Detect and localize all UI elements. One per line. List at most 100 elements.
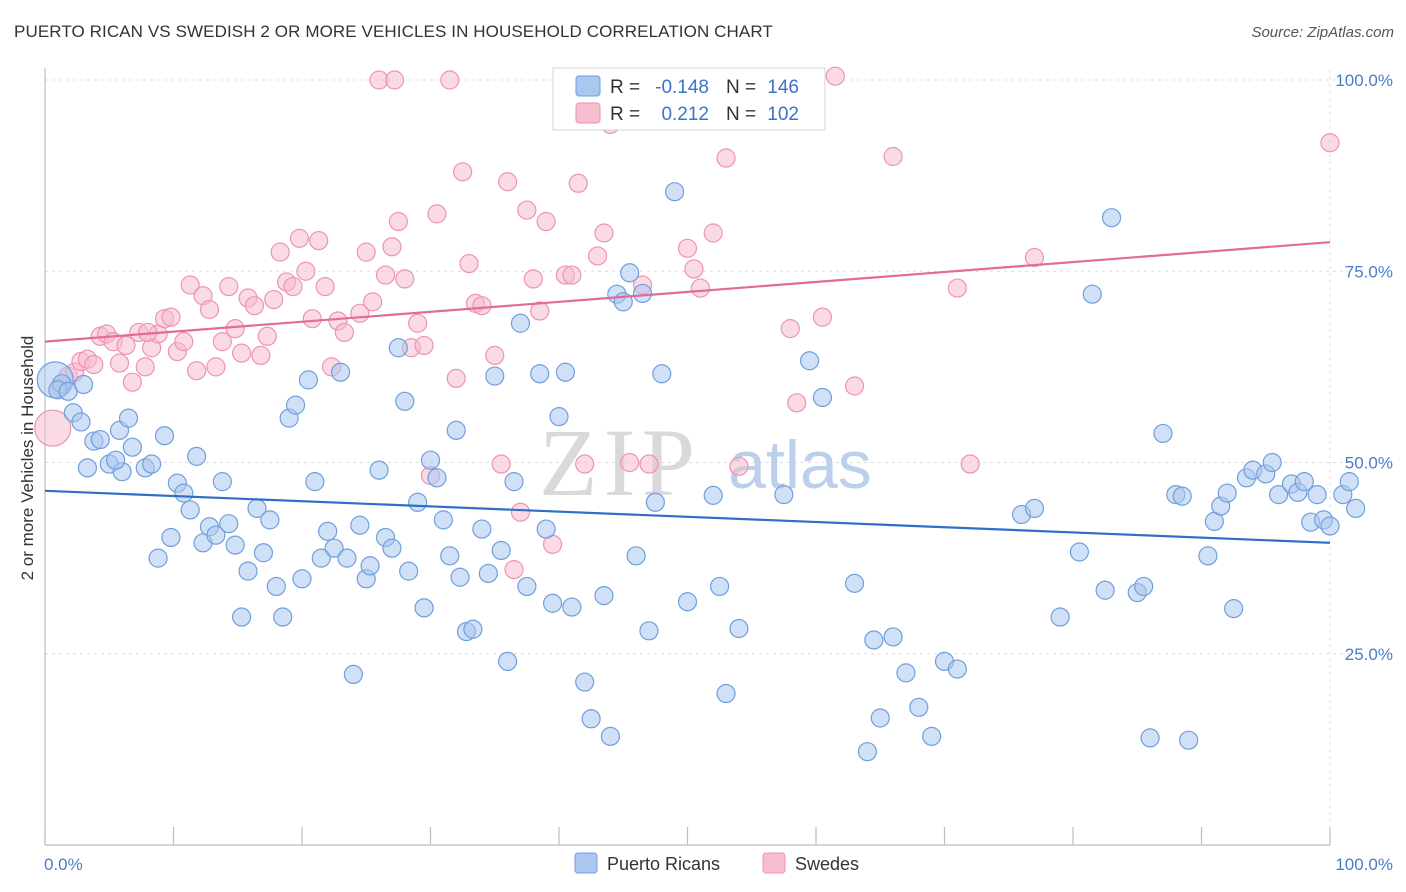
swede-point-88 [716, 148, 736, 168]
puerto-rican-point-54 [395, 391, 415, 411]
series-label-puerto-ricans: Puerto Ricans [607, 854, 720, 874]
stats-legend: R = -0.148 N = 146 R = 0.212 N = 102 [552, 67, 826, 131]
puerto-rican-point-26 [212, 472, 232, 492]
puerto-rican-point-104 [870, 708, 890, 728]
puerto-rican-point-58 [420, 450, 441, 470]
puerto-rican-point-141 [1320, 516, 1340, 536]
swede-point-62 [459, 254, 479, 274]
puerto-rican-point-82 [594, 586, 614, 606]
legend-n-label-2: N = [726, 104, 756, 125]
swede-point-91 [787, 393, 807, 413]
puerto-rican-point-65 [463, 619, 483, 639]
legend-swatch-blue [575, 75, 601, 97]
puerto-rican-point-129 [1224, 599, 1244, 619]
puerto-rican-point-146 [106, 450, 126, 470]
swede-point-83 [639, 454, 659, 474]
swede-point-68 [510, 502, 531, 522]
source-label: Source: ZipAtlas.com [1251, 24, 1394, 41]
puerto-rican-point-103 [864, 630, 884, 650]
swede-point-42 [315, 276, 335, 297]
puerto-rican-point-121 [1153, 423, 1173, 444]
puerto-rican-point-137 [1294, 472, 1314, 492]
puerto-rican-point-27 [219, 514, 239, 534]
puerto-rican-point-70 [498, 651, 518, 672]
trend-lines [44, 241, 1331, 544]
puerto-rican-point-87 [626, 546, 646, 566]
puerto-rican-point-124 [1179, 730, 1199, 750]
puerto-rican-point-57 [414, 598, 434, 618]
puerto-rican-point-33 [260, 510, 280, 530]
axes [44, 68, 1331, 846]
swede-point-28 [225, 319, 245, 339]
swede-point-81 [620, 452, 640, 473]
swede-point-66 [491, 454, 511, 474]
puerto-rican-point-143 [1339, 472, 1359, 492]
puerto-rican-point-35 [273, 607, 293, 627]
legend-r-label-2: R = [610, 104, 640, 125]
swede-point-96 [960, 454, 980, 474]
series-swatch-swedes [762, 852, 786, 874]
swede-point-52 [388, 211, 408, 232]
puerto-rican-point-30 [238, 561, 258, 581]
puerto-rican-point-110 [947, 659, 967, 679]
swede-point-50 [375, 265, 396, 285]
puerto-rican-point-6 [77, 458, 98, 478]
puerto-rican-point-83 [600, 726, 621, 746]
swede-point-85 [684, 259, 704, 279]
puerto-rican-point-139 [1307, 485, 1327, 505]
puerto-rican-point-120 [1140, 728, 1160, 748]
puerto-rican-point-133 [1262, 452, 1282, 473]
puerto-rican-point-128 [1217, 483, 1237, 503]
swede-point-25 [206, 357, 226, 377]
puerto-rican-point-117 [1101, 208, 1122, 228]
puerto-rican-point-34 [266, 576, 286, 597]
swede-point-12 [122, 372, 142, 392]
swede-point-21 [180, 275, 200, 295]
puerto-rican-point-97 [729, 618, 749, 639]
swede-point-51 [382, 237, 402, 257]
swede-point-10 [109, 353, 130, 373]
puerto-rican-point-40 [305, 472, 325, 492]
puerto-rican-point-62 [446, 420, 466, 440]
puerto-rican-point-113 [1050, 607, 1070, 627]
puerto-rican-point-49 [360, 556, 380, 576]
swede-point-32 [251, 345, 271, 365]
swede-point-59 [440, 70, 460, 90]
puerto-rican-point-106 [896, 663, 916, 683]
puerto-rican-point-145 [73, 374, 94, 395]
puerto-rican-point-107 [909, 697, 929, 717]
y-tick-label-0: 100.0% [1335, 71, 1393, 90]
swede-point-87 [703, 223, 723, 243]
puerto-rican-point-44 [330, 362, 351, 382]
puerto-rican-point-38 [292, 569, 312, 589]
puerto-rican-point-78 [555, 362, 576, 382]
puerto-rican-point-88 [632, 283, 653, 304]
puerto-rican-point-98 [774, 485, 794, 505]
swede-point-86 [690, 278, 710, 298]
puerto-rican-point-46 [343, 664, 363, 685]
swede-point-75 [562, 265, 582, 285]
puerto-rican-point-22 [187, 446, 207, 466]
swede-point-37 [283, 276, 303, 297]
puerto-rican-point-93 [677, 592, 698, 612]
puerto-rican-point-37 [285, 395, 306, 415]
swede-point-0 [34, 409, 72, 447]
legend-r-value-1: -0.148 [655, 77, 709, 98]
puerto-rican-point-47 [350, 515, 370, 535]
puerto-rican-point-115 [1082, 284, 1102, 304]
series-legend: Puerto Ricans Swedes [574, 852, 859, 874]
puerto-rican-point-53 [388, 338, 408, 358]
puerto-rican-point-32 [253, 543, 274, 563]
puerto-rican-point-77 [549, 407, 569, 427]
puerto-rican-point-125 [1198, 546, 1218, 566]
puerto-rican-point-29 [232, 607, 252, 627]
puerto-rican-point-13 [122, 437, 142, 457]
legend-swatch-pink [575, 102, 601, 124]
swede-point-98 [1320, 133, 1340, 153]
puerto-rican-point-96 [716, 683, 736, 704]
puerto-rican-point-56 [408, 492, 428, 512]
swede-point-24 [199, 299, 220, 320]
y-tick-label-1: 75.0% [1345, 262, 1393, 281]
swede-point-100 [504, 559, 524, 580]
swede-point-6 [84, 354, 104, 375]
